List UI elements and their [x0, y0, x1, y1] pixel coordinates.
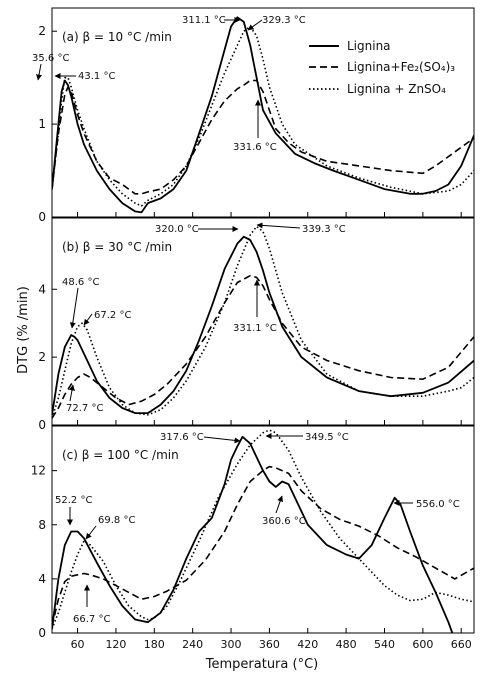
annotation-arrow: [69, 287, 79, 329]
annotation-label: 48.6 °C: [62, 277, 99, 288]
panel-b: 0 2 4 (b) β = 30 °C /min 320.0 °C 339.3 °C 48.…: [38, 217, 475, 432]
x-tick-label: 60: [71, 638, 85, 651]
x-tick-label: 540: [374, 638, 395, 651]
annotation-label: 35.6 °C: [32, 53, 69, 64]
y-tick-label: 4: [38, 282, 46, 296]
annotation-label: 331.6 °C: [233, 142, 277, 153]
x-tick-label: 600: [412, 638, 433, 651]
series-line-dotted: [52, 225, 474, 419]
plot-frame: [51, 217, 475, 426]
plot-frame: [51, 425, 475, 634]
annotation-arrow: [247, 19, 263, 31]
annotation-label: 329.3 °C: [262, 15, 306, 26]
annotation-label: 52.2 °C: [55, 495, 92, 506]
series-group: [52, 225, 474, 419]
y-tick-label: 2: [38, 24, 46, 38]
annotation-label: 69.8 °C: [98, 515, 135, 526]
panel-label: (a) β = 10 °C /min: [62, 30, 172, 44]
annotation-label: 66.7 °C: [73, 614, 110, 625]
annotation-arrow: [203, 436, 241, 444]
x-axis-label: Temperatura (°C): [205, 657, 318, 672]
legend-label-lignina: Lignina: [347, 39, 391, 53]
annotation-arrow: [83, 313, 93, 326]
annotation-label: 331.1 °C: [233, 323, 277, 334]
annotation-arrow: [36, 63, 42, 81]
x-tick-label: 240: [182, 638, 203, 651]
annotation-arrow: [69, 384, 75, 402]
series-line-dotted: [52, 25, 474, 207]
y-axis-label: DTG (% /min): [16, 286, 31, 374]
series-line-dashed: [52, 79, 474, 195]
plot-frame: [51, 7, 475, 218]
x-tick-label: 180: [144, 638, 165, 651]
series-group: [52, 16, 474, 214]
y-tick-label: 0: [38, 626, 46, 640]
panel-label: (c) β = 100 °C /min: [62, 448, 179, 462]
y-tick-label: 0: [38, 418, 46, 432]
y-tick-label: 12: [31, 464, 46, 478]
annotation-label: 339.3 °C: [302, 224, 346, 235]
panel-label: (b) β = 30 °C /min: [62, 240, 172, 254]
legend-label-znso4: Lignina + ZnSO₄: [347, 82, 446, 96]
y-tick-label: 8: [38, 518, 46, 532]
x-tick-label: 480: [336, 638, 357, 651]
y-tick-label: 2: [38, 350, 46, 364]
series-line-solid: [52, 16, 474, 214]
panel-a: 0 1 2 (a) β = 10 °C /min 35.6 °C 43.1 °C 311.1…: [32, 7, 475, 224]
annotation-arrow: [275, 495, 283, 514]
annotation-label: 311.1 °C: [182, 15, 226, 26]
y-tick-label: 0: [38, 210, 46, 224]
x-tick-label: 420: [297, 638, 318, 651]
series-line-solid: [52, 235, 474, 415]
x-tick-label: 300: [221, 638, 242, 651]
legend: Lignina Lignina+Fe₂(SO₄)₃ Lignina + ZnSO…: [309, 39, 455, 96]
x-tick-label: 660: [451, 638, 472, 651]
annotation-label: 360.6 °C: [262, 516, 306, 527]
x-tick-label: 120: [105, 638, 126, 651]
annotation-label: 556.0 °C: [416, 499, 460, 510]
panel-c: 0 4 8 12 60 120 180 240 300 360 420 480 540 600 660 (c)…: [31, 425, 475, 651]
series-line-dotted: [52, 429, 474, 630]
annotation-label: 320.0 °C: [155, 224, 199, 235]
annotation-label: 317.6 °C: [160, 432, 204, 443]
series-line-solid: [52, 435, 454, 633]
annotation-arrow: [85, 525, 97, 540]
annotation-label: 67.2 °C: [94, 310, 131, 321]
y-tick-label: 1: [38, 117, 46, 131]
series-group: [52, 429, 474, 633]
series-line-dashed: [52, 465, 474, 627]
annotation-label: 43.1 °C: [78, 71, 115, 82]
legend-label-fe2so43: Lignina+Fe₂(SO₄)₃: [347, 60, 455, 74]
series-line-dashed: [52, 274, 474, 419]
y-tick-label: 4: [38, 572, 46, 586]
annotation-arrow: [256, 222, 301, 229]
annotation-label: 72.7 °C: [66, 403, 103, 414]
annotation-label: 349.5 °C: [305, 432, 349, 443]
x-tick-label: 360: [259, 638, 280, 651]
